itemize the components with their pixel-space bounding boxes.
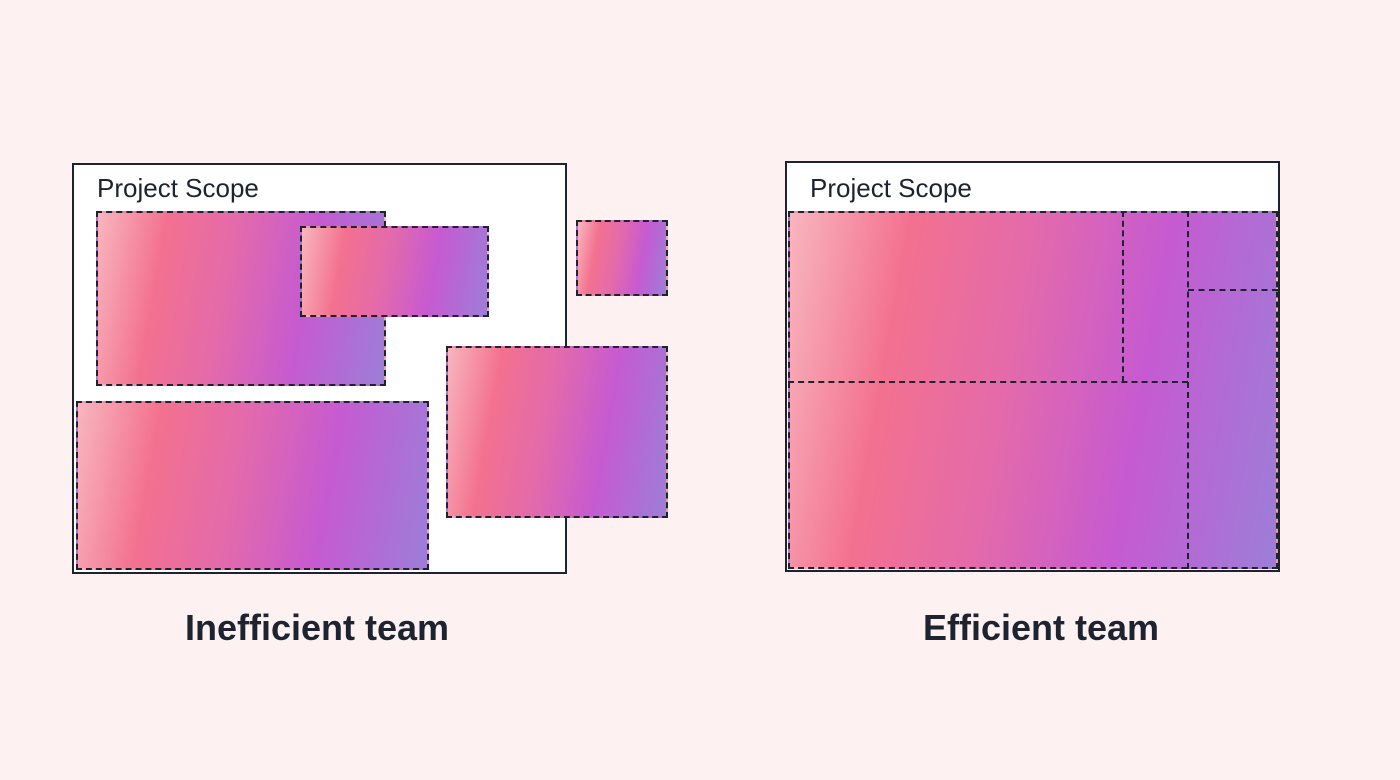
inefficient-task-block-2	[300, 226, 489, 317]
efficient-divider-horizontal-1	[788, 381, 1188, 383]
inefficient-scope-label: Project Scope	[97, 173, 259, 203]
inefficient-task-block-4	[446, 346, 668, 518]
efficient-divider-horizontal-2	[1188, 289, 1278, 291]
efficient-divider-vertical-1	[1122, 211, 1124, 382]
inefficient-team-caption: Inefficient team	[185, 607, 450, 648]
efficient-task-area	[788, 211, 1278, 569]
efficient-divider-vertical-2	[1187, 211, 1189, 569]
efficient-scope-label: Project Scope	[810, 173, 972, 203]
efficient-team-caption: Efficient team	[923, 607, 1160, 648]
inefficient-task-block-5	[76, 401, 429, 570]
inefficient-task-block-3	[576, 220, 668, 296]
